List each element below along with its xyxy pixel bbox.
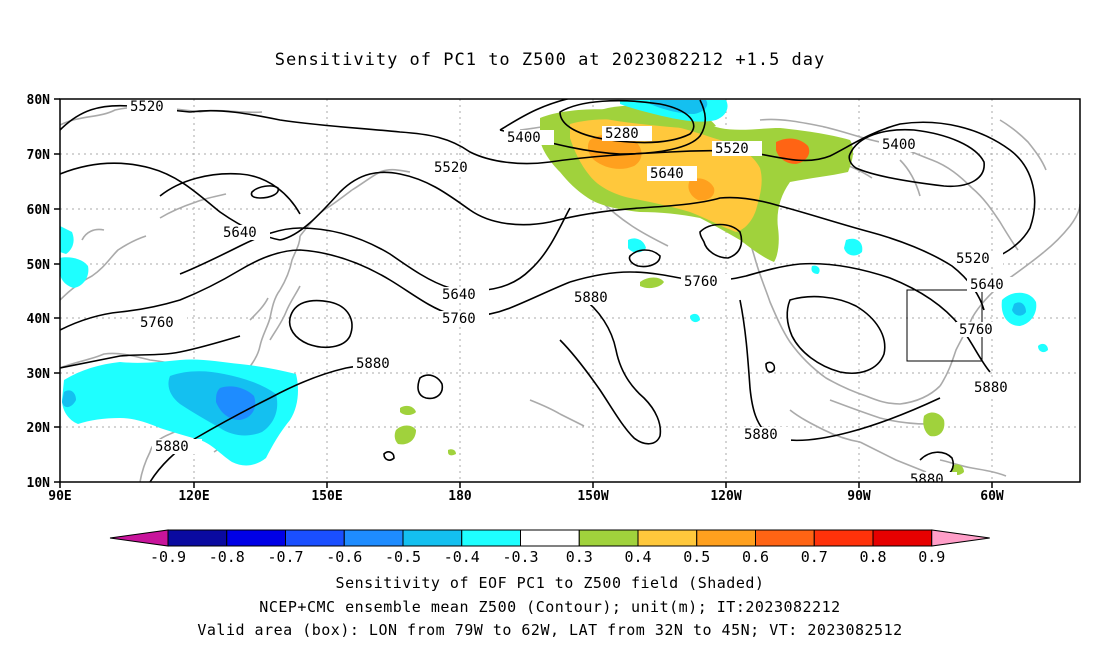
colorbar-label: 0.7 (801, 548, 828, 566)
colorbar-swatch (872, 529, 933, 547)
lat-label: 30N (27, 367, 51, 382)
contour-label: 5880 (744, 427, 778, 443)
longitude-labels: 90E 120E 150E 180 150W 120W 90W 60W (48, 489, 1004, 504)
colorbar-swatch (461, 529, 521, 547)
colorbar: -0.9 -0.8 -0.7 -0.6 -0.5 -0.4 -0.3 0.3 0.4 0.5 0.6… (109, 529, 990, 566)
lon-label: 150E (311, 489, 342, 504)
footer-line-contour: NCEP+CMC ensemble mean Z500 (Contour); u… (259, 598, 841, 616)
contour-label: 5520 (956, 251, 990, 267)
latitude-axis (54, 98, 60, 483)
colorbar-min-arrow (109, 529, 169, 547)
contour-label: 5520 (715, 141, 749, 157)
lat-label: 20N (27, 421, 51, 436)
colorbar-swatch (343, 529, 404, 547)
contour-label: 5640 (223, 225, 257, 241)
lon-label: 90W (847, 489, 871, 504)
colorbar-label: -0.5 (385, 548, 421, 566)
lon-label: 90E (48, 489, 71, 504)
lon-label: 60W (980, 489, 1004, 504)
colorbar-swatch (167, 529, 228, 547)
contour-label: 5520 (434, 160, 468, 176)
lat-label: 80N (27, 93, 51, 108)
map-border (59, 98, 1081, 483)
colorbar-swatch (402, 529, 463, 547)
contour-label: 5640 (442, 287, 476, 303)
contour-label: 5880 (974, 380, 1008, 396)
lon-label: 150W (577, 489, 608, 504)
colorbar-max-arrow (931, 529, 990, 547)
contour-label: 5640 (970, 277, 1004, 293)
colorbar-swatch (696, 529, 756, 547)
negative-sensitivity-shading (60, 100, 1048, 466)
colorbar-label: 0.9 (918, 548, 945, 566)
colorbar-swatch (637, 529, 698, 547)
contour-label: 5880 (356, 356, 390, 372)
colorbar-swatch (226, 529, 286, 547)
colorbar-swatch (813, 529, 874, 547)
colorbar-label: -0.3 (502, 548, 538, 566)
map-title: Sensitivity of PC1 to Z500 at 2023082212… (274, 50, 826, 70)
lat-label: 60N (27, 203, 51, 218)
lat-label: 40N (27, 312, 51, 327)
colorbar-label: -0.6 (326, 548, 362, 566)
colorbar-label: -0.8 (209, 548, 245, 566)
contour-label: 5400 (882, 137, 916, 153)
footer-line-validation: Valid area (box): LON from 79W to 62W, L… (197, 621, 903, 639)
lat-label: 50N (27, 258, 51, 273)
colorbar-label: 0.4 (624, 548, 651, 566)
contour-label: 5760 (442, 311, 476, 327)
contour-label: 5880 (574, 290, 608, 306)
latitude-labels: 80N 70N 60N 50N 40N 30N 20N 10N (27, 93, 51, 491)
lon-label: 180 (448, 489, 472, 504)
colorbar-label: -0.7 (267, 548, 303, 566)
lat-label: 70N (27, 148, 51, 163)
colorbar-label: 0.3 (566, 548, 593, 566)
contour-labels: 5520 5400 5280 5520 5520 5640 5400 5640 … (127, 99, 1021, 488)
longitude-axis (59, 482, 993, 488)
colorbar-label: -0.4 (444, 548, 480, 566)
colorbar-swatch (285, 529, 345, 547)
contour-label: 5280 (605, 126, 639, 142)
lon-label: 120E (178, 489, 209, 504)
colorbar-swatch (520, 529, 580, 547)
contour-label: 5640 (650, 166, 684, 182)
contour-label: 5400 (507, 130, 541, 146)
lon-label: 120W (710, 489, 741, 504)
lat-label: 10N (27, 476, 51, 491)
colorbar-swatch (578, 529, 639, 547)
contour-label: 5760 (684, 274, 718, 290)
contour-label: 5760 (959, 322, 993, 338)
colorbar-label: 0.8 (859, 548, 886, 566)
footer-line-shading: Sensitivity of EOF PC1 to Z500 field (Sh… (335, 574, 765, 592)
contour-label: 5520 (130, 99, 164, 115)
colorbar-label: -0.9 (150, 548, 186, 566)
colorbar-label: 0.5 (683, 548, 710, 566)
colorbar-swatch (755, 529, 815, 547)
colorbar-label: 0.6 (742, 548, 769, 566)
contour-label: 5880 (155, 439, 189, 455)
contour-label: 5760 (140, 315, 174, 331)
contour-label: 5880 (910, 472, 944, 488)
